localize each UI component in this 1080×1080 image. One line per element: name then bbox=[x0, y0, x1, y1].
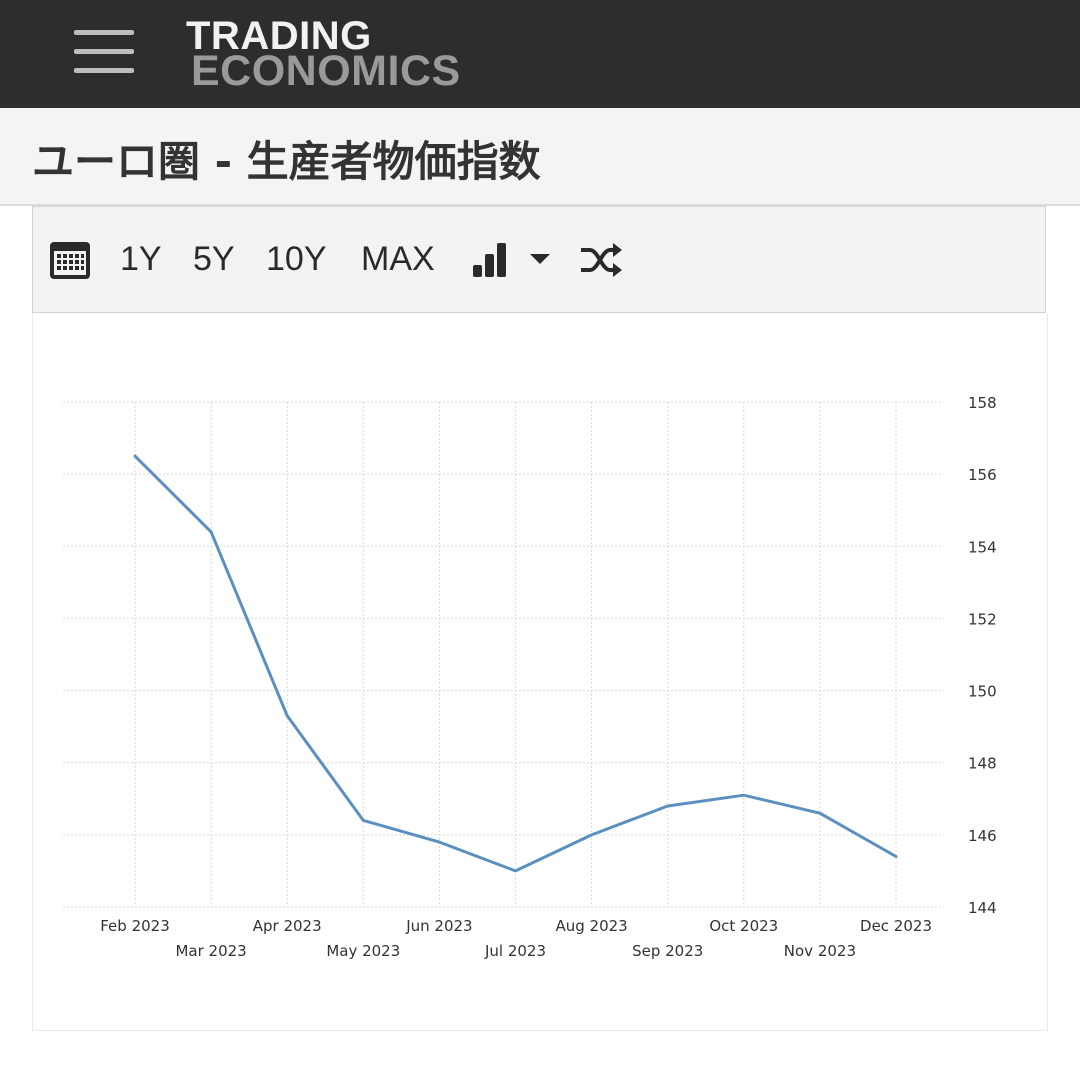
range-10y-button[interactable]: 10Y bbox=[266, 240, 327, 278]
top-navigation-bar: TRADING ECONOMICS bbox=[0, 0, 1080, 108]
y-tick-label: 146 bbox=[968, 827, 997, 845]
y-tick-label: 152 bbox=[968, 610, 997, 628]
y-tick-label: 154 bbox=[968, 538, 997, 556]
title-bar: ユーロ圏 - 生産者物価指数 bbox=[0, 108, 1080, 206]
x-tick-label: May 2023 bbox=[326, 942, 400, 960]
chart-toolbar: 1Y 5Y 10Y MAX bbox=[32, 206, 1046, 313]
x-tick-label: Sep 2023 bbox=[632, 942, 703, 960]
y-tick-label: 158 bbox=[968, 394, 997, 412]
y-tick-label: 156 bbox=[968, 466, 997, 484]
bar-chart-icon[interactable] bbox=[471, 241, 511, 279]
line-chart[interactable]: 144 146 148 150 152 154 156 158 Feb 2023 Mar 2023… bbox=[33, 313, 1047, 1029]
x-tick-label: Dec 2023 bbox=[860, 917, 932, 935]
x-tick-label: Jun 2023 bbox=[405, 917, 472, 935]
x-tick-label: Apr 2023 bbox=[253, 917, 322, 935]
range-1y-button[interactable]: 1Y bbox=[120, 240, 162, 278]
y-tick-label: 148 bbox=[968, 755, 997, 773]
shuffle-icon[interactable] bbox=[579, 241, 623, 279]
logo-line-2: ECONOMICS bbox=[191, 47, 461, 95]
caret-down-icon[interactable] bbox=[528, 251, 552, 267]
x-tick-label: Feb 2023 bbox=[100, 917, 170, 935]
x-tick-label: Oct 2023 bbox=[709, 917, 778, 935]
series-line[interactable] bbox=[133, 454, 898, 873]
trading-economics-logo[interactable]: TRADING ECONOMICS bbox=[186, 16, 461, 93]
hamburger-menu-icon[interactable] bbox=[74, 28, 136, 78]
x-tick-label: Aug 2023 bbox=[555, 917, 627, 935]
x-tick-label: Nov 2023 bbox=[784, 942, 856, 960]
x-tick-label: Mar 2023 bbox=[175, 942, 246, 960]
logo-line-1: TRADING bbox=[186, 14, 372, 58]
chart-panel: 144 146 148 150 152 154 156 158 Feb 2023 Mar 2023… bbox=[32, 313, 1048, 1031]
range-max-button[interactable]: MAX bbox=[361, 240, 435, 278]
page-title: ユーロ圏 - 生産者物価指数 bbox=[32, 137, 541, 186]
y-tick-label: 144 bbox=[968, 899, 997, 917]
x-tick-label: Jul 2023 bbox=[484, 942, 546, 960]
calendar-icon[interactable] bbox=[49, 239, 91, 281]
range-5y-button[interactable]: 5Y bbox=[193, 240, 235, 278]
y-tick-label: 150 bbox=[968, 683, 997, 701]
